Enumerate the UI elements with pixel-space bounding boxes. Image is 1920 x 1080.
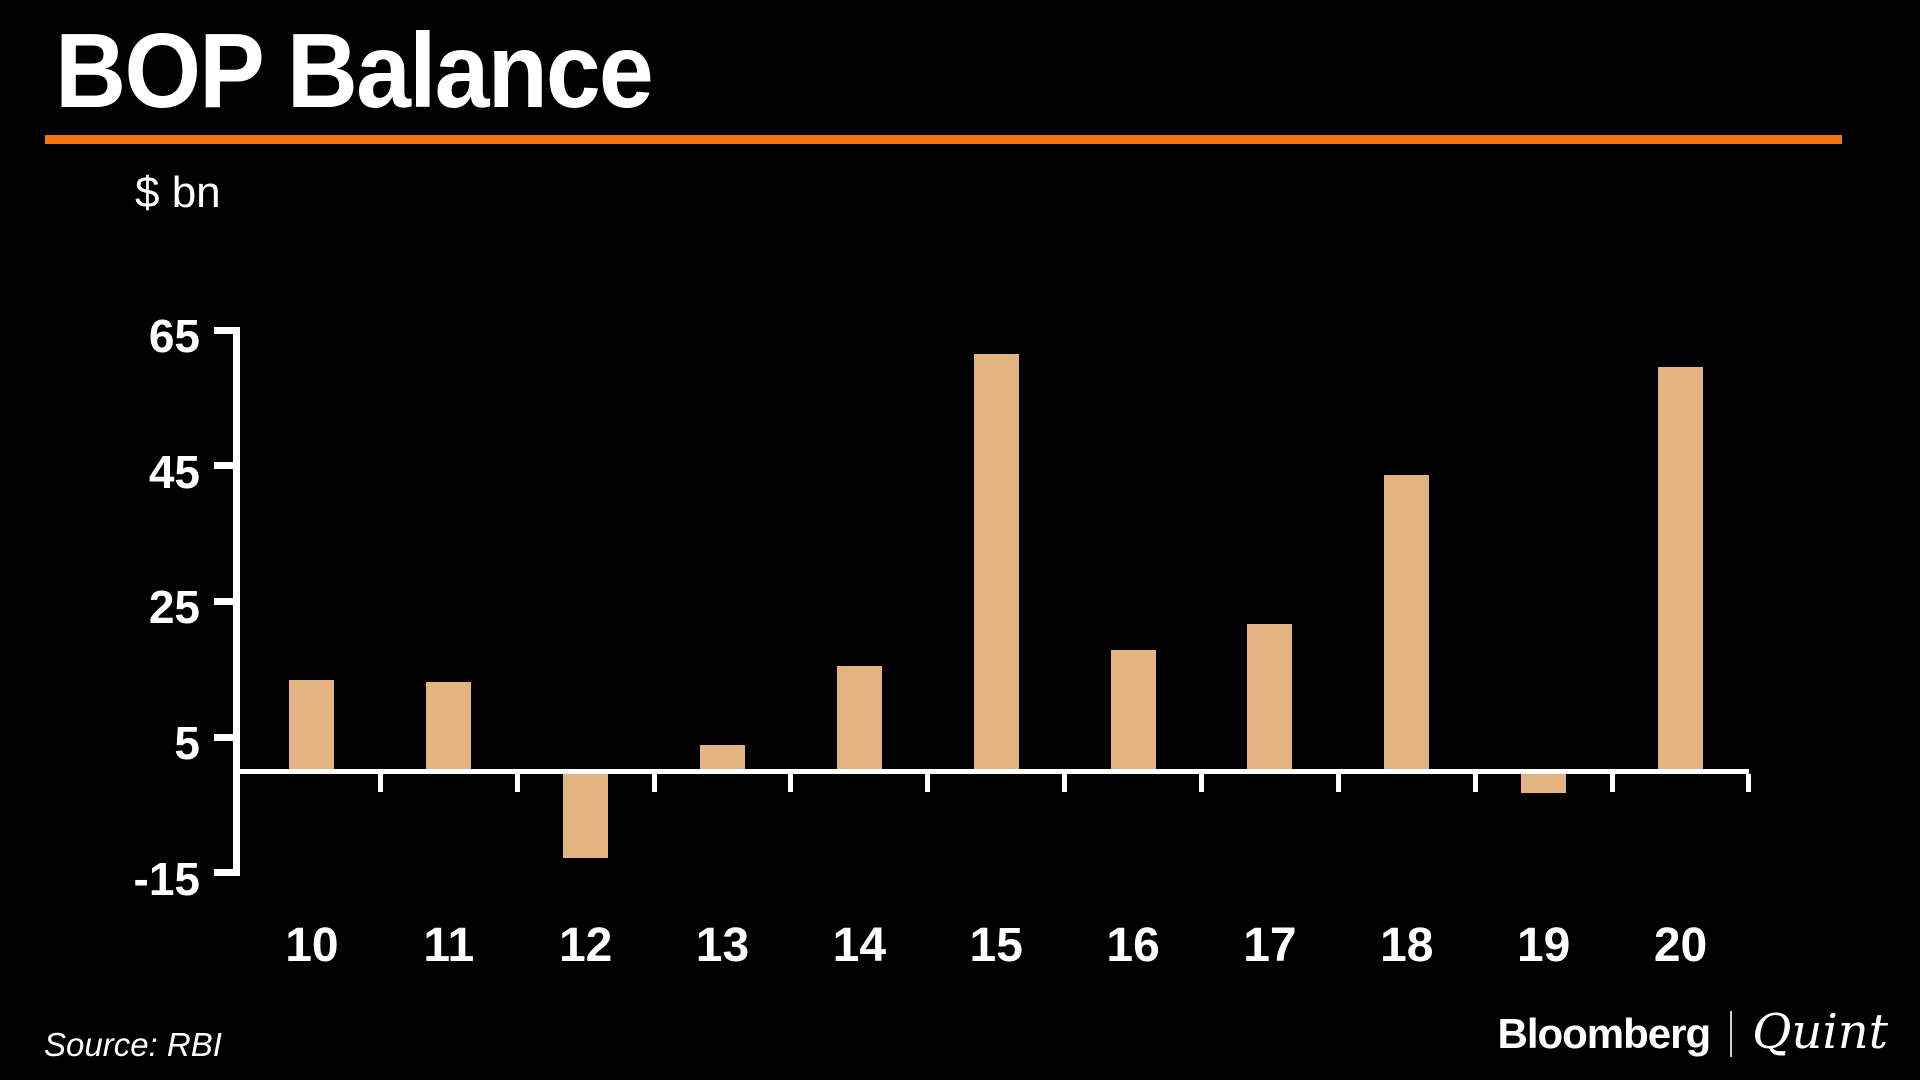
x-axis-tick	[1472, 774, 1478, 792]
x-label-20: 20	[1653, 919, 1708, 972]
y-tick-label--15: -15	[133, 852, 200, 905]
x-axis-tick	[377, 774, 383, 792]
x-axis-tick	[1335, 774, 1341, 792]
y-axis-line	[233, 326, 240, 877]
bar-15	[973, 354, 1019, 771]
bar-19	[1521, 771, 1567, 794]
y-tick-45	[214, 462, 233, 470]
bar-16	[1110, 649, 1156, 771]
bar-14	[836, 665, 882, 771]
x-label-16: 16	[1106, 919, 1160, 972]
page-title: BOP Balance	[55, 12, 654, 130]
y-tick-5	[214, 733, 233, 741]
bloomberg-wordmark: Bloomberg	[1497, 1010, 1712, 1057]
x-label-12: 12	[558, 919, 613, 972]
quint-wordmark: Quint	[1752, 1004, 1888, 1060]
x-axis-tick	[1746, 774, 1752, 792]
bar-11	[426, 682, 472, 771]
x-axis-tick	[514, 774, 520, 792]
x-label-11: 11	[423, 919, 475, 972]
x-label-15: 15	[969, 919, 1023, 972]
y-tick-label-25: 25	[148, 581, 200, 634]
x-axis-tick	[1609, 774, 1615, 792]
x-label-13: 13	[695, 919, 750, 972]
y-axis-unit-label: $ bn	[135, 168, 221, 217]
x-axis-tick	[788, 774, 794, 792]
x-label-17: 17	[1243, 919, 1297, 972]
bar-20	[1658, 367, 1704, 771]
x-label-10: 10	[285, 919, 339, 972]
x-axis-tick	[651, 774, 657, 792]
brand-divider	[1730, 1011, 1733, 1057]
y-tick--15	[214, 869, 233, 877]
bar-18	[1384, 475, 1430, 771]
y-tick-25	[214, 597, 233, 605]
y-tick-label-45: 45	[148, 445, 200, 498]
y-tick-65	[214, 326, 233, 334]
x-label-18: 18	[1380, 919, 1434, 972]
y-tick-label-5: 5	[174, 717, 200, 770]
source-label: Source: RBI	[44, 1026, 222, 1063]
title-underline-rule	[45, 135, 1842, 144]
y-tick-label-65: 65	[148, 310, 200, 363]
x-label-19: 19	[1516, 919, 1571, 972]
brand-logo: Bloomberg Quint	[1497, 1004, 1889, 1060]
x-axis-tick	[1062, 774, 1068, 792]
bar-13	[700, 745, 745, 771]
bar-12	[563, 771, 609, 858]
x-axis-tick	[925, 774, 931, 792]
x-axis-tick	[1199, 774, 1205, 792]
bar-17	[1247, 624, 1293, 771]
x-label-14: 14	[832, 919, 887, 972]
x-axis-baseline	[233, 769, 1749, 774]
bar-10	[289, 680, 335, 771]
